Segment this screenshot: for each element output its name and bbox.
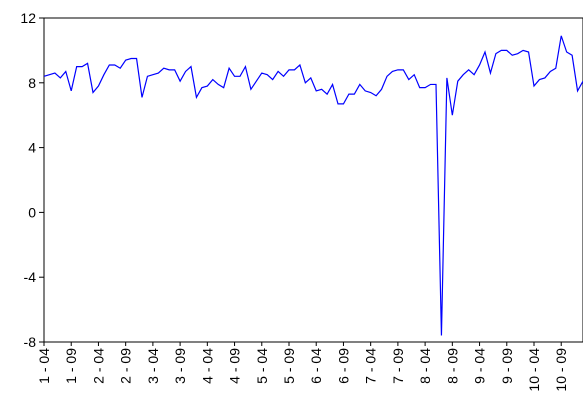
x-tick-label: 6 - 04 [308,348,324,384]
y-tick-label: 0 [28,204,36,220]
data-line [43,35,583,336]
plot-frame [43,17,583,343]
x-tick-label: 10 - 09 [553,348,569,392]
x-tick-label: 5 - 09 [281,348,297,384]
x-tick-label: 1 - 04 [36,348,52,384]
x-tick-label: 7 - 09 [390,348,406,384]
x-tick-label: 3 - 09 [172,348,188,384]
x-tick-label: 5 - 04 [254,348,270,384]
x-tick-label: 4 - 09 [227,348,243,384]
y-tick-label: -4 [24,269,37,285]
x-tick-label: 9 - 09 [499,348,515,384]
x-tick-label: 3 - 04 [145,348,161,384]
x-tick-label: 9 - 04 [472,348,488,384]
x-tick-label: 6 - 09 [335,348,351,384]
y-tick-label: 4 [28,140,36,156]
y-tick-label: -8 [24,334,37,350]
x-tick-label: 4 - 04 [199,348,215,384]
y-tick-label: 12 [20,10,36,26]
x-tick-label: 8 - 04 [417,348,433,384]
x-tick-label: 1 - 09 [63,348,79,384]
x-tick-label: 2 - 04 [90,348,106,384]
x-tick-label: 10 - 04 [526,348,542,392]
x-tick-label: 7 - 04 [363,348,379,384]
x-tick-label: 8 - 09 [444,348,460,384]
y-tick-label: 8 [28,75,36,91]
x-tick-label: 2 - 09 [118,348,134,384]
